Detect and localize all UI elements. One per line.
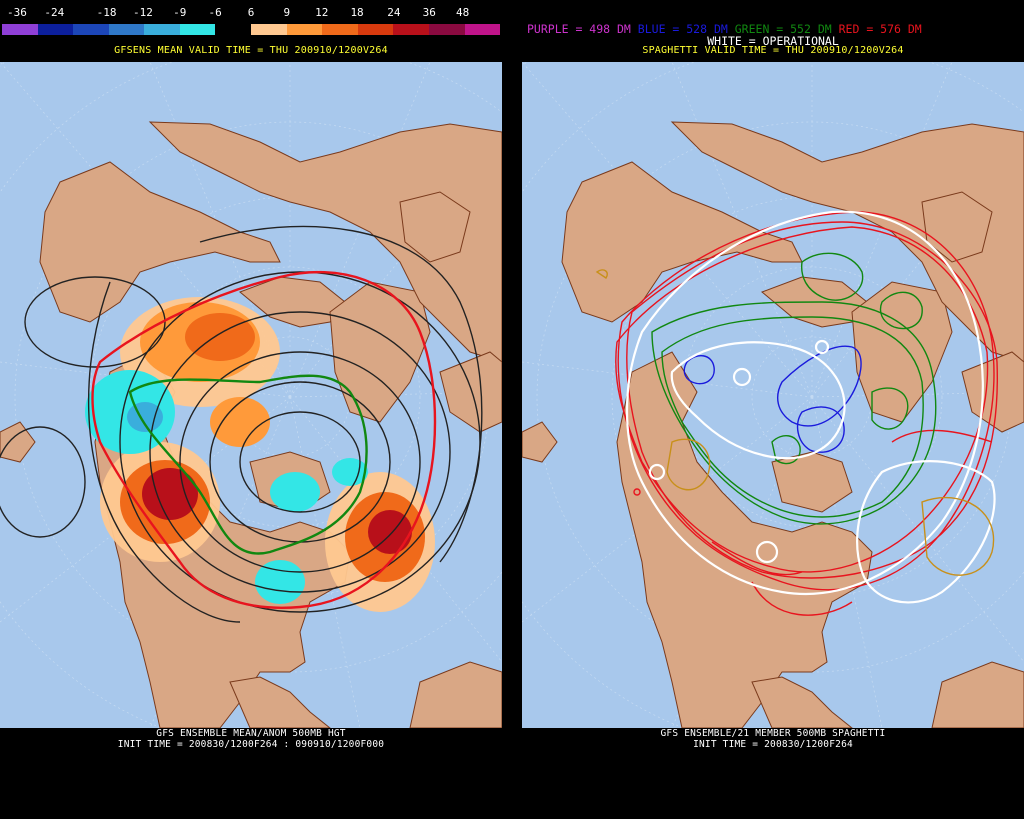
legend-white: WHITE = OPERATIONAL [707,34,839,48]
ensemble-mean-panel: -36 -24 -18 -12 -9 -6 6 9 12 18 24 36 48… [0,0,502,819]
legend-label: -36 [7,6,27,19]
alaska-yukon [561,161,803,323]
legend-label: -6 [208,6,222,19]
legend-label: -18 [96,6,117,19]
white-operational [625,210,996,604]
legend-swatch [37,24,74,35]
mean-footer-init: INIT TIME = 200830/1200F264 : 090910/120… [117,739,385,750]
north-america [616,351,873,728]
greenland [851,281,953,423]
south-america [409,661,502,728]
legend-swatch [179,24,216,35]
legend-label: -12 [132,6,153,19]
pacific-island [522,421,558,463]
eurasia-top [148,121,502,363]
hudson-area [771,451,853,513]
legend-swatch [357,24,394,35]
anomaly-color-bar [2,24,501,35]
negative-anomalies [85,370,368,604]
gold-contours [595,269,995,576]
alaska-yukon [39,161,281,323]
green-contour [128,374,368,555]
south-america [931,661,1024,728]
legend-label: 6 [247,6,255,19]
panel-divider [502,0,522,819]
central-america [751,676,853,728]
spaghetti-footer-title: GFS ENSEMBLE/21 MEMBER 500MB SPAGHETTI [660,728,886,739]
legend-swatch [2,24,38,35]
legend-label: 12 [315,6,329,19]
legend-purple: PURPLE = 498 DM [527,22,631,36]
spaghetti-footer-init: INIT TIME = 200830/1200F264 [693,739,853,750]
legend-red: RED = 576 DM [838,22,922,36]
red-contour [91,270,437,609]
spaghetti-map-svg [522,62,1024,728]
mean-valid-time: GFSENS MEAN VALID TIME = THU 200910/1200… [114,45,388,56]
greenland-north [399,191,471,263]
spaghetti-panel: PURPLE = 498 DM BLUE = 528 DM GREEN = 55… [522,0,1024,819]
legend-label: -9 [173,6,187,19]
legend-label: -24 [44,6,65,19]
land [522,121,1024,728]
legend-swatch [108,24,145,35]
legend-swatch [286,24,323,35]
spaghetti-map [522,62,1024,728]
legend-swatch [73,24,109,35]
spaghetti-valid-time: SPAGHETTI VALID TIME = THU 200910/1200V2… [642,45,904,56]
mean-map-svg [0,62,502,728]
iceland-europe [439,351,502,433]
legend-blue: BLUE = 528 DM [637,22,728,36]
legend-swatch [393,24,429,35]
mean-footer-title: GFS ENSEMBLE MEAN/ANOM 500MB HGT [156,728,346,739]
legend-swatch [322,24,358,35]
legend-swatch [251,24,287,35]
pacific-island [0,421,36,463]
legend-label: 48 [456,6,470,19]
legend-swatch [464,24,501,35]
greenland [329,281,431,423]
green-552-contours [651,252,937,525]
contour-legend-line: PURPLE = 498 DM BLUE = 528 DM GREEN = 55… [527,22,922,36]
land [0,121,502,728]
mean-anomaly-map [0,62,502,728]
legend-label: 9 [283,6,291,19]
legend-label: 18 [350,6,364,19]
legend-swatch [215,24,252,35]
legend-swatch [144,24,180,35]
central-america [229,676,331,728]
legend-green: GREEN = 552 DM [734,22,832,36]
legend-label: 36 [422,6,436,19]
legend-label: 24 [387,6,401,19]
anomaly-legend-labels: -36 -24 -18 -12 -9 -6 6 9 12 18 24 36 48 [2,6,500,22]
legend-swatch [428,24,465,35]
